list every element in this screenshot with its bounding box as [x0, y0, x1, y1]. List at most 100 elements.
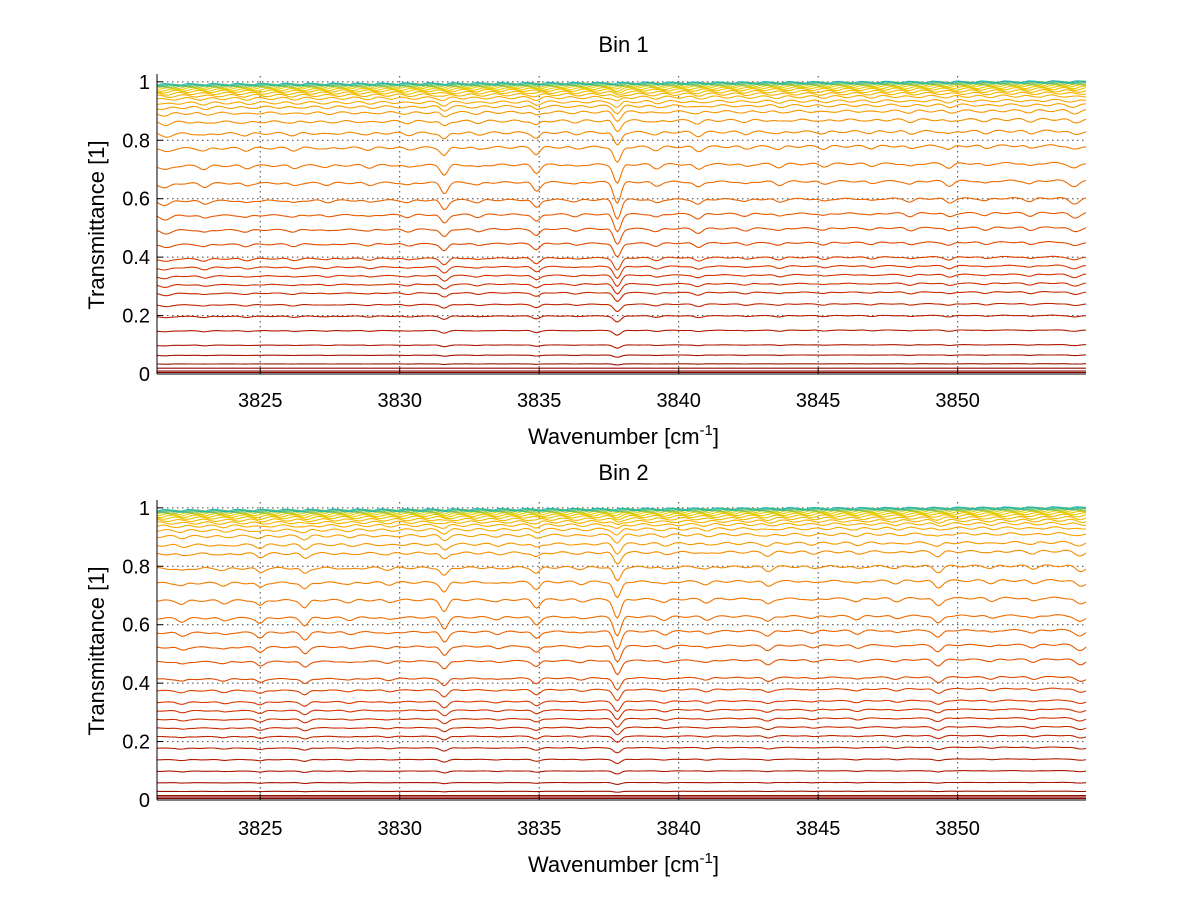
series-line — [157, 781, 1087, 785]
series-line — [156, 725, 1087, 736]
y-tick-label: 1 — [139, 72, 150, 94]
series-line — [157, 363, 1087, 366]
y-tick-label: 0.8 — [122, 130, 150, 152]
x-tick-label: 3835 — [517, 818, 562, 840]
series-line — [156, 643, 1087, 663]
series-line — [156, 540, 1087, 555]
series-line — [156, 291, 1087, 303]
y-axis-label: Transmittance [1] — [84, 566, 109, 735]
series-line — [156, 197, 1087, 220]
series-line — [156, 161, 1087, 184]
y-axis-label: Transmittance [1] — [84, 140, 109, 309]
series-line — [156, 80, 1086, 88]
series-line — [156, 746, 1087, 754]
series-line — [156, 89, 1087, 96]
x-axis-label-sup: -1 — [700, 422, 713, 439]
series-line — [156, 179, 1087, 204]
series-line — [156, 117, 1087, 133]
series-line — [156, 790, 1087, 793]
series-line — [156, 273, 1087, 287]
x-tick-label: 3840 — [656, 390, 701, 412]
series-line — [156, 675, 1087, 691]
chart-panel-bin-2: 3825 3830 3835 3840 3845 3850 0 0.2 0.4 0.6 0.8 1 Bi… — [84, 460, 1087, 877]
series-line — [157, 564, 1087, 582]
series-line — [156, 85, 1086, 93]
chart-title: Bin 1 — [598, 32, 648, 57]
x-axis-label-end: ] — [713, 852, 719, 877]
series-group — [156, 80, 1087, 375]
series-line — [157, 699, 1087, 713]
y-tick-label: 0.6 — [122, 189, 150, 211]
x-axis-label-end: ] — [713, 424, 719, 449]
series-line — [156, 518, 1087, 525]
y-tick-label: 0 — [139, 364, 150, 386]
series-line — [157, 770, 1087, 775]
chart-title: Bin 2 — [598, 460, 648, 485]
series-line — [156, 515, 1087, 523]
series-line — [156, 129, 1087, 146]
chart-panel-bin-1: 3825 3830 3835 3840 3845 3850 0 0.2 0.4 0.6 0.8 1 Bi… — [84, 32, 1087, 449]
x-axis-label: Wavenumber [cm-1] — [528, 422, 719, 449]
series-line — [156, 506, 1086, 514]
series-line — [156, 511, 1087, 519]
x-tick-label: 3835 — [517, 390, 562, 412]
series-line — [156, 578, 1087, 599]
series-line — [156, 329, 1087, 336]
y-tick-label: 0.6 — [122, 615, 150, 637]
series-line — [156, 86, 1087, 94]
y-tick-label: 0.4 — [122, 247, 150, 269]
y-tick-label: 0.4 — [122, 673, 150, 695]
series-line — [156, 211, 1087, 233]
series-group — [156, 506, 1087, 801]
series-line — [156, 264, 1087, 279]
series-line — [156, 109, 1087, 123]
series-line — [156, 103, 1087, 115]
y-tick-label: 0.2 — [122, 732, 150, 754]
series-line — [156, 354, 1087, 358]
series-line — [156, 506, 1087, 513]
series-line — [156, 708, 1087, 721]
series-line — [156, 687, 1087, 702]
series-line — [156, 98, 1087, 108]
series-line — [156, 521, 1087, 529]
series-line — [156, 717, 1087, 728]
x-axis-label-text: Wavenumber [cm — [528, 852, 700, 877]
x-axis-label-sup: -1 — [700, 850, 713, 867]
series-line — [156, 549, 1087, 565]
series-line — [156, 596, 1087, 619]
x-tick-label: 3825 — [238, 818, 283, 840]
y-tick-label: 0 — [139, 790, 150, 812]
series-line — [156, 344, 1087, 349]
x-tick-label: 3825 — [238, 390, 283, 412]
series-line — [157, 91, 1087, 98]
x-tick-label: 3845 — [796, 390, 841, 412]
x-axis-label-text: Wavenumber [cm — [528, 424, 700, 449]
x-tick-label: 3845 — [796, 818, 841, 840]
series-line — [156, 282, 1087, 295]
series-line — [156, 144, 1087, 163]
y-tick-label: 1 — [139, 498, 150, 520]
y-tick-label: 0.8 — [122, 556, 150, 578]
series-line — [157, 614, 1087, 637]
series-line — [156, 532, 1087, 544]
x-tick-label: 3850 — [935, 818, 980, 840]
series-line — [156, 513, 1087, 521]
series-line — [156, 526, 1086, 536]
series-line — [156, 758, 1087, 765]
x-tick-label: 3850 — [935, 390, 980, 412]
grid — [157, 502, 1086, 800]
x-tick-label: 3840 — [656, 818, 701, 840]
series-line — [156, 302, 1087, 313]
series-line — [156, 94, 1087, 102]
x-axis-label: Wavenumber [cm-1] — [528, 850, 719, 877]
series-line — [156, 658, 1087, 676]
series-line — [156, 255, 1087, 271]
series-line — [156, 241, 1087, 258]
series-line — [156, 628, 1087, 650]
series-line — [156, 314, 1087, 323]
series-line — [156, 80, 1087, 87]
x-tick-label: 3830 — [377, 390, 422, 412]
y-tick-label: 0.2 — [122, 306, 150, 328]
series-line — [156, 226, 1087, 245]
